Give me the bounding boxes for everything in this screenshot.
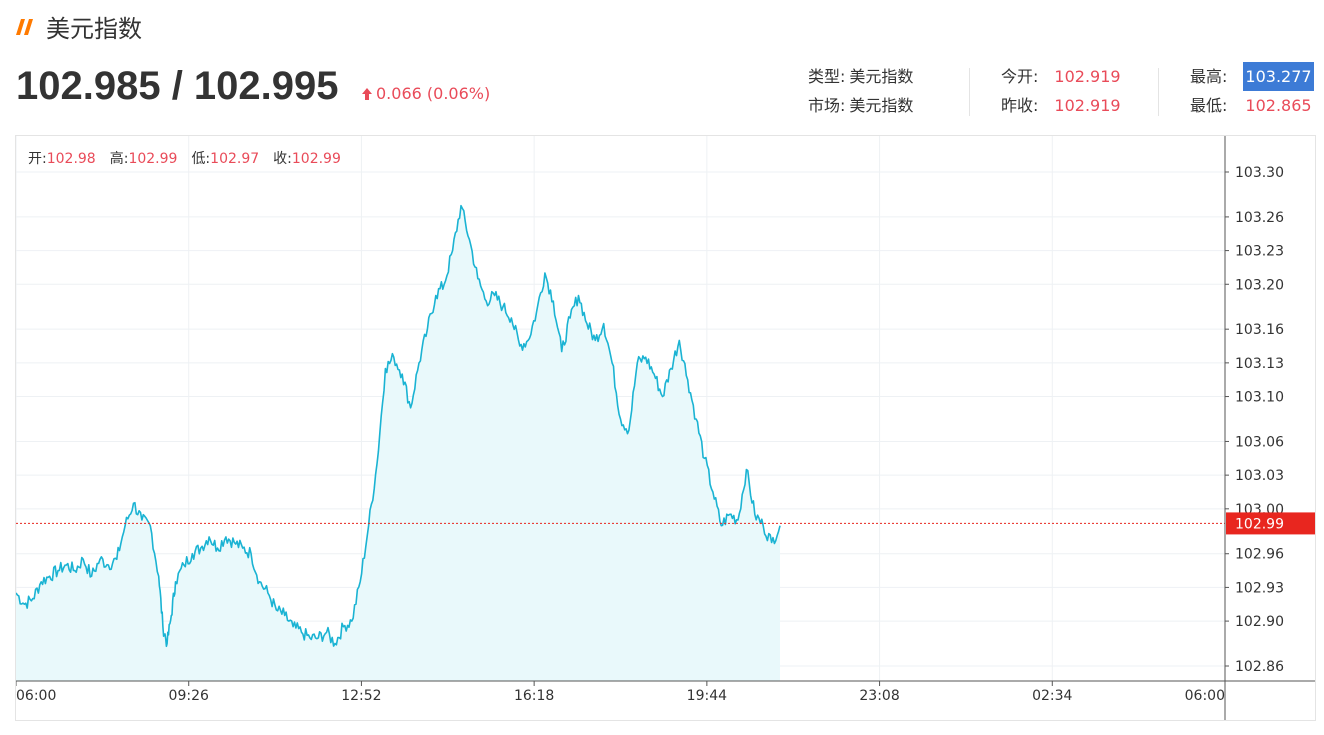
type-label: 类型: — [808, 67, 846, 86]
low-value: 102.865 — [1245, 96, 1312, 115]
arrow-up-icon — [362, 87, 372, 100]
price-chart[interactable]: 103.30 103.26 103.23 103.20 103.16 103.13 103.… — [16, 136, 1315, 720]
open-value: 102.919 — [1054, 67, 1121, 86]
y-tick-label: 103.13 — [1235, 356, 1284, 372]
high-value: 103.277 — [1243, 62, 1314, 91]
open-label: 今开: — [1001, 67, 1039, 86]
price-area-fill — [16, 205, 780, 681]
current-price-tag — [1226, 512, 1315, 535]
info-divider — [969, 68, 970, 116]
ohlc-high-label: 高: — [109, 151, 129, 167]
y-tick-label: 103.23 — [1235, 244, 1284, 260]
ohlc-legend: 开:102.98 高:102.99 低:102.97 收:102.99 — [28, 148, 341, 168]
y-tick-label: 102.90 — [1235, 614, 1284, 630]
info-divider — [1158, 68, 1159, 116]
market-value: 美元指数 — [849, 96, 914, 115]
chart-container[interactable]: 103.30 103.26 103.23 103.20 103.16 103.13 103.… — [15, 135, 1316, 721]
price-line: 102.985 / 102.995 0.066 (0.06%) — [16, 62, 490, 110]
price-line-series — [16, 204, 781, 648]
info-group-open: 今开: 102.919 昨收: 102.919 — [1001, 62, 1121, 120]
info-group-high: 最高: 103.277 最低: 102.865 — [1190, 62, 1314, 120]
prev-close-label: 昨收: — [1001, 96, 1039, 115]
bid-ask-price: 102.985 / 102.995 — [16, 64, 339, 108]
y-tick-label: 103.26 — [1235, 210, 1284, 226]
ohlc-high-value: 102.99 — [128, 151, 178, 167]
y-tick-label: 103.10 — [1235, 390, 1284, 406]
price-change-value: 0.066 (0.06%) — [376, 84, 491, 103]
x-tick-label: 23:08 — [859, 688, 899, 704]
x-tick-label: 02:34 — [1032, 688, 1072, 704]
page-title: 美元指数 — [46, 15, 142, 43]
y-tick-label: 103.30 — [1235, 165, 1284, 181]
current-price-label: 102.99 — [1235, 516, 1284, 532]
x-tick-label: 09:26 — [169, 688, 209, 704]
x-tick-label: 16:18 — [514, 688, 554, 704]
prev-close-value: 102.919 — [1054, 96, 1121, 115]
y-tick-label: 102.96 — [1235, 547, 1284, 563]
x-tick-label: 06:00 — [1185, 688, 1225, 704]
logo-slash-icon — [16, 19, 33, 35]
low-label: 最低: — [1190, 96, 1228, 115]
y-tick-label: 102.93 — [1235, 580, 1284, 596]
y-tick-label: 103.03 — [1235, 468, 1284, 484]
ohlc-low-label: 低: — [191, 151, 211, 167]
y-tick-label: 102.86 — [1235, 659, 1284, 675]
ohlc-open-value: 102.98 — [46, 151, 96, 167]
type-value: 美元指数 — [849, 67, 914, 86]
x-tick-label: 06:00 — [16, 688, 56, 704]
x-tick-label: 19:44 — [687, 688, 727, 704]
y-tick-label: 103.20 — [1235, 277, 1284, 293]
x-tick-label: 12:52 — [341, 688, 381, 704]
y-tick-label: 103.06 — [1235, 434, 1284, 450]
ohlc-close-label: 收: — [273, 151, 292, 167]
high-label: 最高: — [1190, 67, 1228, 86]
ohlc-close-value: 102.99 — [291, 151, 341, 167]
y-tick-label: 103.16 — [1235, 322, 1284, 338]
info-group-type: 类型: 美元指数 市场: 美元指数 — [808, 62, 913, 120]
ohlc-low-value: 102.97 — [210, 151, 260, 167]
market-label: 市场: — [808, 96, 846, 115]
ohlc-open-label: 开: — [28, 151, 47, 167]
price-change: 0.066 (0.06%) — [362, 84, 490, 103]
